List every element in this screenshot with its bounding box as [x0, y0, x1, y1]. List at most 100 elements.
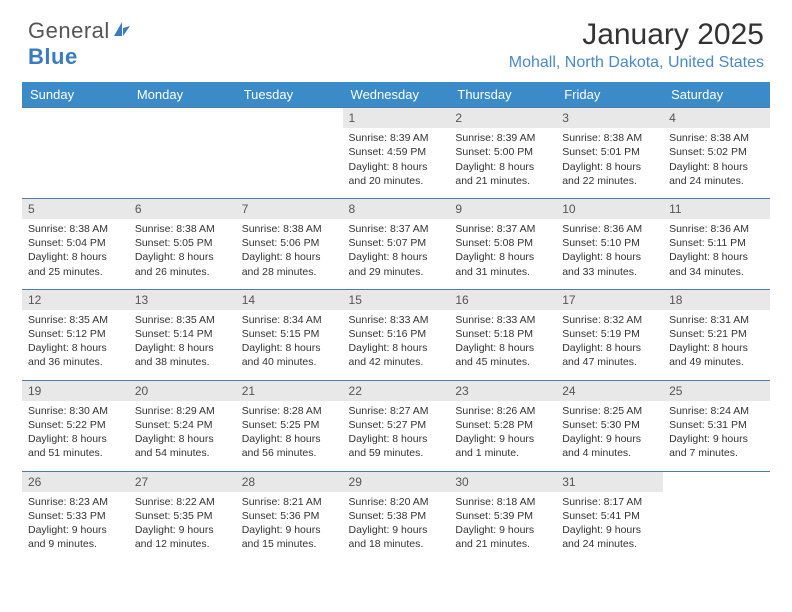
sunset-line: Sunset: 5:36 PM	[242, 509, 337, 523]
day-number: 30	[449, 472, 556, 492]
daylight-line-1: Daylight: 8 hours	[455, 341, 550, 355]
sunrise-line: Sunrise: 8:37 AM	[349, 222, 444, 236]
calendar-cell: 21Sunrise: 8:28 AMSunset: 5:25 PMDayligh…	[236, 380, 343, 471]
sunrise-line: Sunrise: 8:26 AM	[455, 404, 550, 418]
sunrise-line: Sunrise: 8:39 AM	[349, 131, 444, 145]
sunset-line: Sunset: 5:19 PM	[562, 327, 657, 341]
daylight-line-2: and 1 minute.	[455, 446, 550, 460]
calendar-cell: 9Sunrise: 8:37 AMSunset: 5:08 PMDaylight…	[449, 198, 556, 289]
sunset-line: Sunset: 5:24 PM	[135, 418, 230, 432]
daylight-line-1: Daylight: 8 hours	[28, 432, 123, 446]
sunrise-line: Sunrise: 8:33 AM	[455, 313, 550, 327]
daylight-line-1: Daylight: 8 hours	[135, 432, 230, 446]
sunrise-line: Sunrise: 8:35 AM	[28, 313, 123, 327]
calendar-cell: 29Sunrise: 8:20 AMSunset: 5:38 PMDayligh…	[343, 471, 450, 561]
sunset-line: Sunset: 5:28 PM	[455, 418, 550, 432]
sunset-line: Sunset: 5:35 PM	[135, 509, 230, 523]
calendar-cell: 24Sunrise: 8:25 AMSunset: 5:30 PMDayligh…	[556, 380, 663, 471]
sunset-line: Sunset: 5:27 PM	[349, 418, 444, 432]
calendar-cell: 6 Sunrise: 8:38 AMSunset: 5:05 PMDaylight…	[129, 198, 236, 289]
daylight-line-1: Daylight: 9 hours	[135, 523, 230, 537]
sunset-line: Sunset: 4:59 PM	[349, 145, 444, 159]
calendar-cell: 26Sunrise: 8:23 AMSunset: 5:33 PMDayligh…	[22, 471, 129, 561]
day-number: 31	[556, 472, 663, 492]
day-number: 14	[236, 290, 343, 310]
calendar-cell: 11Sunrise: 8:36 AMSunset: 5:11 PMDayligh…	[663, 198, 770, 289]
calendar-week: 5Sunrise: 8:38 AMSunset: 5:04 PMDaylight…	[22, 198, 770, 289]
daylight-line-1: Daylight: 8 hours	[349, 341, 444, 355]
calendar-cell: 13Sunrise: 8:35 AMSunset: 5:14 PMDayligh…	[129, 289, 236, 380]
daylight-line-1: Daylight: 8 hours	[349, 432, 444, 446]
day-number: 11	[663, 199, 770, 219]
day-number: 19	[22, 381, 129, 401]
sunrise-line: Sunrise: 8:30 AM	[28, 404, 123, 418]
sunset-line: Sunset: 5:22 PM	[28, 418, 123, 432]
calendar-cell: 15Sunrise: 8:33 AMSunset: 5:16 PMDayligh…	[343, 289, 450, 380]
sunset-line: Sunset: 5:14 PM	[135, 327, 230, 341]
daylight-line-2: and 59 minutes.	[349, 446, 444, 460]
daylight-line-1: Daylight: 9 hours	[242, 523, 337, 537]
sunset-line: Sunset: 5:16 PM	[349, 327, 444, 341]
daylight-line-2: and 24 minutes.	[562, 537, 657, 551]
sunset-line: Sunset: 5:15 PM	[242, 327, 337, 341]
day-number: 8	[343, 199, 450, 219]
calendar-cell: 23Sunrise: 8:26 AMSunset: 5:28 PMDayligh…	[449, 380, 556, 471]
calendar-cell	[22, 108, 129, 199]
sunset-line: Sunset: 5:04 PM	[28, 236, 123, 250]
daylight-line-2: and 33 minutes.	[562, 265, 657, 279]
sunset-line: Sunset: 5:41 PM	[562, 509, 657, 523]
sunrise-line: Sunrise: 8:35 AM	[135, 313, 230, 327]
daylight-line-1: Daylight: 8 hours	[349, 160, 444, 174]
daylight-line-2: and 56 minutes.	[242, 446, 337, 460]
day-header: Sunday	[22, 82, 129, 108]
calendar-cell: 19 Sunrise: 8:30 AMSunset: 5:22 PMDayligh…	[22, 380, 129, 471]
daylight-line-1: Daylight: 9 hours	[349, 523, 444, 537]
daylight-line-2: and 12 minutes.	[135, 537, 230, 551]
day-number: 26	[22, 472, 129, 492]
calendar-cell: 3Sunrise: 8:38 AMSunset: 5:01 PMDaylight…	[556, 108, 663, 199]
daylight-line-2: and 49 minutes.	[669, 355, 764, 369]
calendar-week: 26Sunrise: 8:23 AMSunset: 5:33 PMDayligh…	[22, 471, 770, 561]
daylight-line-2: and 42 minutes.	[349, 355, 444, 369]
sunset-line: Sunset: 5:11 PM	[669, 236, 764, 250]
day-number: 18	[663, 290, 770, 310]
day-header: Saturday	[663, 82, 770, 108]
calendar-table: SundayMondayTuesdayWednesdayThursdayFrid…	[22, 82, 770, 561]
calendar-cell: 7Sunrise: 8:38 AMSunset: 5:06 PMDaylight…	[236, 198, 343, 289]
calendar: SundayMondayTuesdayWednesdayThursdayFrid…	[0, 76, 792, 561]
sunset-line: Sunset: 5:38 PM	[349, 509, 444, 523]
daylight-line-2: and 25 minutes.	[28, 265, 123, 279]
daylight-line-1: Daylight: 9 hours	[562, 523, 657, 537]
day-header: Thursday	[449, 82, 556, 108]
day-number: 17	[556, 290, 663, 310]
sunrise-line: Sunrise: 8:32 AM	[562, 313, 657, 327]
sunrise-line: Sunrise: 8:21 AM	[242, 495, 337, 509]
calendar-cell	[236, 108, 343, 199]
daylight-line-2: and 20 minutes.	[349, 174, 444, 188]
sunset-line: Sunset: 5:05 PM	[135, 236, 230, 250]
daylight-line-2: and 26 minutes.	[135, 265, 230, 279]
daylight-line-2: and 18 minutes.	[349, 537, 444, 551]
calendar-cell: 5Sunrise: 8:38 AMSunset: 5:04 PMDaylight…	[22, 198, 129, 289]
day-number: 2	[449, 108, 556, 128]
day-number: 9	[449, 199, 556, 219]
calendar-cell: 25Sunrise: 8:24 AMSunset: 5:31 PMDayligh…	[663, 380, 770, 471]
day-number: 20	[129, 381, 236, 401]
sunrise-line: Sunrise: 8:38 AM	[669, 131, 764, 145]
sunset-line: Sunset: 5:01 PM	[562, 145, 657, 159]
sunrise-line: Sunrise: 8:38 AM	[135, 222, 230, 236]
daylight-line-1: Daylight: 8 hours	[455, 250, 550, 264]
sunset-line: Sunset: 5:06 PM	[242, 236, 337, 250]
sunset-line: Sunset: 5:33 PM	[28, 509, 123, 523]
sunrise-line: Sunrise: 8:38 AM	[562, 131, 657, 145]
daylight-line-1: Daylight: 8 hours	[242, 432, 337, 446]
day-header: Tuesday	[236, 82, 343, 108]
logo-part2: Blue	[28, 44, 78, 69]
day-number: 21	[236, 381, 343, 401]
title-block: January 2025 Mohall, North Dakota, Unite…	[509, 18, 764, 72]
sunrise-line: Sunrise: 8:27 AM	[349, 404, 444, 418]
sunset-line: Sunset: 5:02 PM	[669, 145, 764, 159]
calendar-cell: 27Sunrise: 8:22 AMSunset: 5:35 PMDayligh…	[129, 471, 236, 561]
daylight-line-1: Daylight: 8 hours	[135, 250, 230, 264]
day-number: 6	[129, 199, 236, 219]
